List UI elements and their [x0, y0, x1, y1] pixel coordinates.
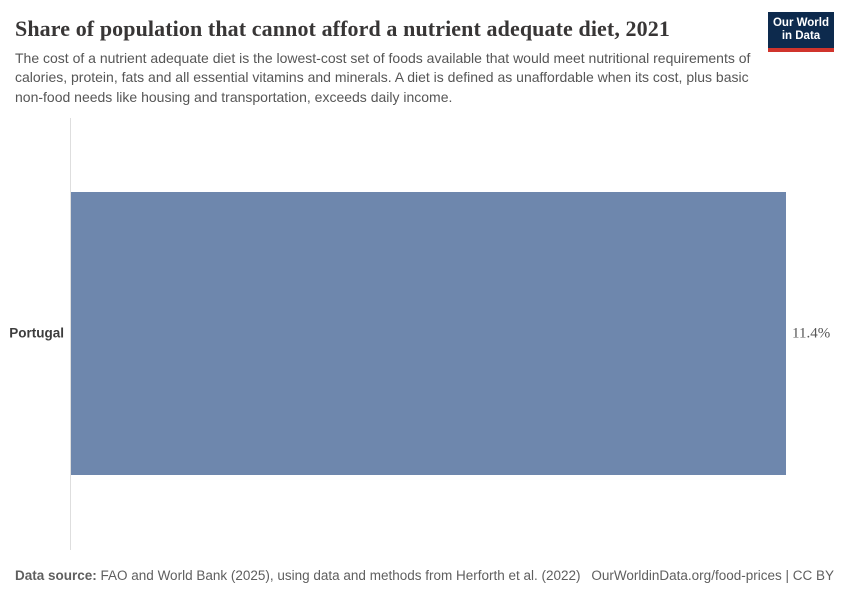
- owid-url-license-link[interactable]: OurWorldinData.org/food-prices | CC BY: [591, 568, 834, 583]
- entity-label: Portugal: [9, 325, 64, 341]
- owid-logo[interactable]: Our World in Data: [768, 12, 834, 52]
- owid-logo-line2: in Data: [781, 30, 821, 42]
- data-source-text: FAO and World Bank (2025), using data an…: [96, 568, 581, 583]
- owid-logo-line1: Our World: [772, 17, 829, 29]
- data-source-label: Data source:: [15, 568, 97, 583]
- value-label: 11.4%: [792, 325, 831, 342]
- chart-subtitle: The cost of a nutrient adequate diet is …: [15, 50, 751, 105]
- bar[interactable]: [71, 192, 786, 475]
- chart-plot-area: Portugal 11.4%: [0, 118, 850, 550]
- data-source-note: Data source: FAO and World Bank (2025), …: [15, 568, 581, 583]
- y-axis-line: [70, 118, 71, 550]
- chart-title: Share of population that cannot afford a…: [15, 16, 670, 41]
- chart-footer: Data source: FAO and World Bank (2025), …: [15, 568, 834, 583]
